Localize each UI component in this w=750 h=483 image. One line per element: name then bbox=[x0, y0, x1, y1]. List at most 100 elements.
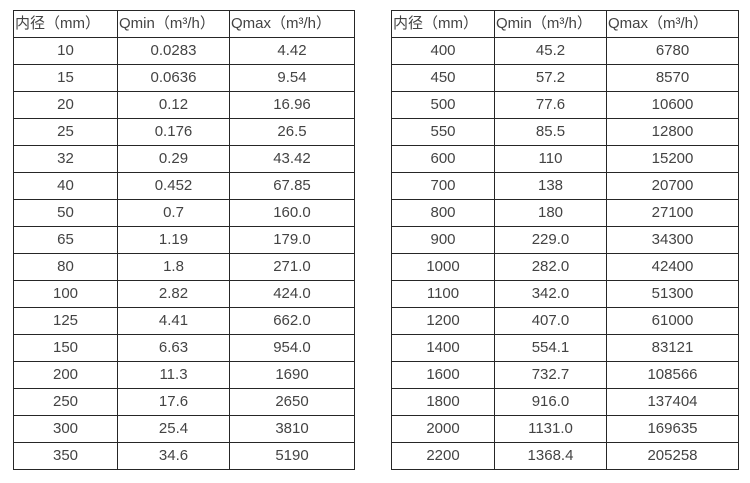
table-cell: 8570 bbox=[606, 64, 739, 92]
table-row: 50 0.7 160.0 bbox=[13, 199, 355, 227]
table-row: 1100 342.0 51300 bbox=[391, 280, 739, 308]
table-cell: 350 bbox=[13, 442, 118, 470]
table-row: 2200 1368.4 205258 bbox=[391, 442, 739, 470]
column-header-qmin: Qmin（m³/h） bbox=[494, 10, 607, 38]
table-cell: 20700 bbox=[606, 172, 739, 200]
table-header-row: 内径（mm） Qmin（m³/h） Qmax（m³/h） bbox=[391, 10, 739, 38]
table-row: 800 180 27100 bbox=[391, 199, 739, 227]
table-cell: 600 bbox=[391, 145, 495, 173]
table-cell: 1.19 bbox=[117, 226, 230, 254]
table-cell: 200 bbox=[13, 361, 118, 389]
flow-rate-table-small-diameter: 内径（mm） Qmin（m³/h） Qmax（m³/h） 10 0.0283 4.4… bbox=[13, 10, 355, 470]
table-cell: 57.2 bbox=[494, 64, 607, 92]
table-cell: 250 bbox=[13, 388, 118, 416]
table-cell: 300 bbox=[13, 415, 118, 443]
table-cell: 407.0 bbox=[494, 307, 607, 335]
table-cell: 9.54 bbox=[229, 64, 355, 92]
table-cell: 27100 bbox=[606, 199, 739, 227]
table-row: 400 45.2 6780 bbox=[391, 37, 739, 65]
table-row: 80 1.8 271.0 bbox=[13, 253, 355, 281]
table-cell: 12800 bbox=[606, 118, 739, 146]
table-cell: 229.0 bbox=[494, 226, 607, 254]
table-cell: 954.0 bbox=[229, 334, 355, 362]
table-cell: 43.42 bbox=[229, 145, 355, 173]
table-row: 250 17.6 2650 bbox=[13, 388, 355, 416]
table-row: 200 11.3 1690 bbox=[13, 361, 355, 389]
table-row: 1400 554.1 83121 bbox=[391, 334, 739, 362]
table-cell: 40 bbox=[13, 172, 118, 200]
table-cell: 125 bbox=[13, 307, 118, 335]
table-row: 65 1.19 179.0 bbox=[13, 226, 355, 254]
table-cell: 108566 bbox=[606, 361, 739, 389]
table-cell: 700 bbox=[391, 172, 495, 200]
table-row: 32 0.29 43.42 bbox=[13, 145, 355, 173]
table-cell: 1368.4 bbox=[494, 442, 607, 470]
table-row: 100 2.82 424.0 bbox=[13, 280, 355, 308]
table-cell: 1000 bbox=[391, 253, 495, 281]
column-header-qmin: Qmin（m³/h） bbox=[117, 10, 230, 38]
table-cell: 34300 bbox=[606, 226, 739, 254]
table-cell: 51300 bbox=[606, 280, 739, 308]
table-cell: 1800 bbox=[391, 388, 495, 416]
table-cell: 20 bbox=[13, 91, 118, 119]
table-cell: 271.0 bbox=[229, 253, 355, 281]
table-row: 450 57.2 8570 bbox=[391, 64, 739, 92]
table-cell: 800 bbox=[391, 199, 495, 227]
table-cell: 138 bbox=[494, 172, 607, 200]
table-cell: 83121 bbox=[606, 334, 739, 362]
table-cell: 26.5 bbox=[229, 118, 355, 146]
table-row: 40 0.452 67.85 bbox=[13, 172, 355, 200]
table-cell: 0.452 bbox=[117, 172, 230, 200]
table-cell: 169635 bbox=[606, 415, 739, 443]
flow-rate-tables-container: 内径（mm） Qmin（m³/h） Qmax（m³/h） 10 0.0283 4.4… bbox=[13, 10, 739, 470]
table-cell: 50 bbox=[13, 199, 118, 227]
table-cell: 450 bbox=[391, 64, 495, 92]
table-cell: 4.42 bbox=[229, 37, 355, 65]
table-cell: 15200 bbox=[606, 145, 739, 173]
table-cell: 400 bbox=[391, 37, 495, 65]
table-cell: 16.96 bbox=[229, 91, 355, 119]
table-row: 350 34.6 5190 bbox=[13, 442, 355, 470]
table-cell: 65 bbox=[13, 226, 118, 254]
table-cell: 732.7 bbox=[494, 361, 607, 389]
table-row: 2000 1131.0 169635 bbox=[391, 415, 739, 443]
table-cell: 17.6 bbox=[117, 388, 230, 416]
flow-rate-table-large-diameter: 内径（mm） Qmin（m³/h） Qmax（m³/h） 400 45.2 6780… bbox=[391, 10, 739, 470]
table-cell: 2000 bbox=[391, 415, 495, 443]
table-row: 600 110 15200 bbox=[391, 145, 739, 173]
table-cell: 1200 bbox=[391, 307, 495, 335]
table-cell: 150 bbox=[13, 334, 118, 362]
column-header-qmax: Qmax（m³/h） bbox=[606, 10, 739, 38]
table-row: 700 138 20700 bbox=[391, 172, 739, 200]
table-row: 300 25.4 3810 bbox=[13, 415, 355, 443]
table-cell: 0.29 bbox=[117, 145, 230, 173]
table-cell: 25.4 bbox=[117, 415, 230, 443]
table-cell: 61000 bbox=[606, 307, 739, 335]
table-cell: 2.82 bbox=[117, 280, 230, 308]
table-cell: 424.0 bbox=[229, 280, 355, 308]
table-cell: 900 bbox=[391, 226, 495, 254]
table-cell: 550 bbox=[391, 118, 495, 146]
table-cell: 11.3 bbox=[117, 361, 230, 389]
table-cell: 4.41 bbox=[117, 307, 230, 335]
table-row: 1800 916.0 137404 bbox=[391, 388, 739, 416]
table-cell: 6780 bbox=[606, 37, 739, 65]
table-cell: 179.0 bbox=[229, 226, 355, 254]
column-header-inner-diameter: 内径（mm） bbox=[391, 10, 495, 38]
table-cell: 45.2 bbox=[494, 37, 607, 65]
table-row: 1000 282.0 42400 bbox=[391, 253, 739, 281]
table-cell: 0.12 bbox=[117, 91, 230, 119]
table-cell: 137404 bbox=[606, 388, 739, 416]
table-cell: 5190 bbox=[229, 442, 355, 470]
table-cell: 6.63 bbox=[117, 334, 230, 362]
table-cell: 282.0 bbox=[494, 253, 607, 281]
table-cell: 77.6 bbox=[494, 91, 607, 119]
table-cell: 1600 bbox=[391, 361, 495, 389]
table-cell: 554.1 bbox=[494, 334, 607, 362]
table-cell: 2200 bbox=[391, 442, 495, 470]
table-cell: 1.8 bbox=[117, 253, 230, 281]
table-cell: 0.7 bbox=[117, 199, 230, 227]
table-cell: 110 bbox=[494, 145, 607, 173]
table-cell: 916.0 bbox=[494, 388, 607, 416]
table-row: 15 0.0636 9.54 bbox=[13, 64, 355, 92]
